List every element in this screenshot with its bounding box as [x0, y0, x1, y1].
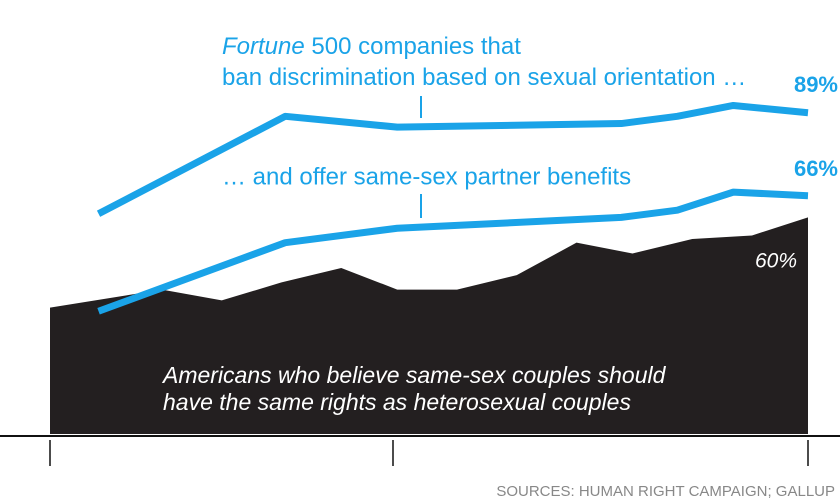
value-label: 66%	[794, 156, 838, 181]
label-bg	[216, 33, 753, 92]
line	[97, 188, 809, 315]
marks	[50, 101, 809, 434]
annotation: … and offer same-sex partner benefits	[222, 163, 631, 190]
source: SOURCES: HUMAN RIGHT CAMPAIGN; GALLUP	[496, 483, 835, 500]
value-label: 60%	[755, 250, 797, 273]
value-label: 89%	[794, 72, 838, 97]
series-label: Fortune 500 companies that ban discrimin…	[222, 33, 746, 91]
labels: 89% 66% 60% Fortune 500 companies that ban …	[161, 33, 838, 415]
series-label: Americans who believe same-sex couples s…	[161, 362, 672, 415]
line	[96, 101, 809, 217]
area	[50, 217, 808, 434]
